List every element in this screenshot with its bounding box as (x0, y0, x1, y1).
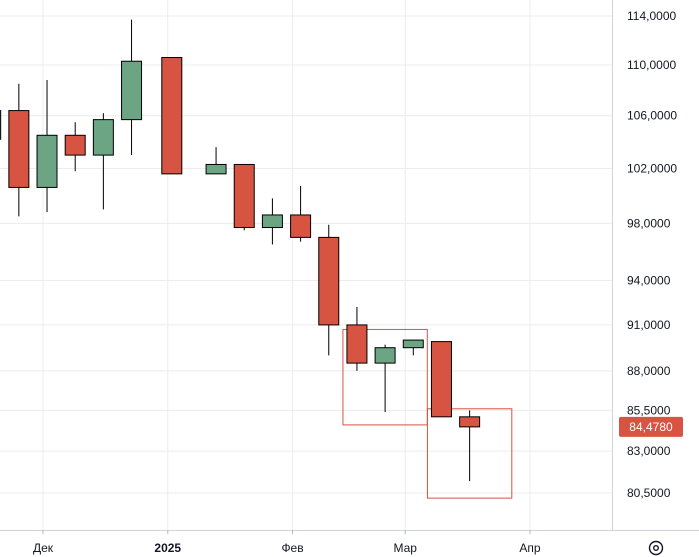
y-tick-label: 88,0000 (627, 364, 671, 378)
candle[interactable] (205, 147, 227, 175)
gear-icon-hub (653, 545, 660, 552)
last-price-label: 84,4780 (629, 420, 673, 434)
y-tick-label: 83,0000 (627, 444, 671, 458)
candle[interactable] (233, 163, 255, 231)
candle-body (205, 163, 227, 175)
y-tick-label: 106,0000 (627, 109, 677, 123)
highlight-boxes (342, 328, 513, 499)
gear-icon[interactable] (648, 540, 664, 556)
candle[interactable] (92, 113, 114, 210)
candle[interactable] (459, 410, 481, 482)
candle-body (0, 110, 2, 140)
highlight-box (426, 408, 513, 499)
candle-body (318, 236, 340, 326)
candle-body (261, 214, 283, 229)
candle-body (459, 416, 481, 428)
y-tick-label: 98,0000 (627, 216, 671, 230)
candle-body (64, 134, 86, 156)
candle[interactable] (64, 122, 86, 172)
candle[interactable] (8, 83, 30, 217)
x-tick-label: Мар (393, 541, 417, 555)
settings-button[interactable] (648, 540, 664, 556)
last-price-marker: 84,4780 (619, 416, 683, 437)
y-tick-label: 80,5000 (627, 486, 671, 500)
candle[interactable] (36, 80, 58, 213)
last-price-label-bg (619, 416, 683, 437)
y-tick-label: 94,0000 (627, 273, 671, 287)
candle[interactable] (374, 344, 396, 412)
candles (0, 16, 481, 482)
highlight-box (342, 328, 428, 426)
candle[interactable] (261, 198, 283, 245)
candle-body (233, 163, 255, 229)
candle-body (430, 341, 452, 418)
candle[interactable] (402, 339, 424, 356)
candle-body (290, 214, 312, 238)
grid (0, 0, 612, 530)
time-axis[interactable]: Дек 2025 Фев Мар Апр (0, 530, 699, 555)
candle-body (92, 119, 114, 156)
x-tick-label: Апр (519, 541, 541, 555)
candle[interactable] (161, 57, 183, 175)
y-tick-label: 102,0000 (627, 161, 677, 175)
candle-body (121, 60, 143, 121)
candle[interactable] (318, 224, 340, 356)
candle[interactable] (121, 19, 143, 156)
y-tick-label: 85,5000 (627, 403, 671, 417)
candle[interactable] (0, 16, 2, 166)
y-tick-label: 114,0000 (627, 9, 676, 23)
x-tick-label: 2025 (154, 541, 181, 555)
candle-body (374, 347, 396, 364)
candle[interactable] (346, 306, 368, 371)
y-tick-label: 110,0000 (627, 58, 676, 72)
candle-body (346, 324, 368, 364)
x-tick-label: Дек (33, 541, 54, 555)
candle-body (8, 110, 30, 188)
candle[interactable] (290, 186, 312, 242)
candle-body (161, 57, 183, 175)
candle-body (36, 134, 58, 188)
candle-body (402, 339, 424, 349)
price-axis[interactable]: 114,0000 110,0000 106,0000 102,0000 98,0000 9… (612, 0, 678, 530)
y-tick-label: 91,0000 (627, 318, 671, 332)
candle[interactable] (430, 341, 452, 418)
x-tick-label: Фев (281, 541, 303, 555)
